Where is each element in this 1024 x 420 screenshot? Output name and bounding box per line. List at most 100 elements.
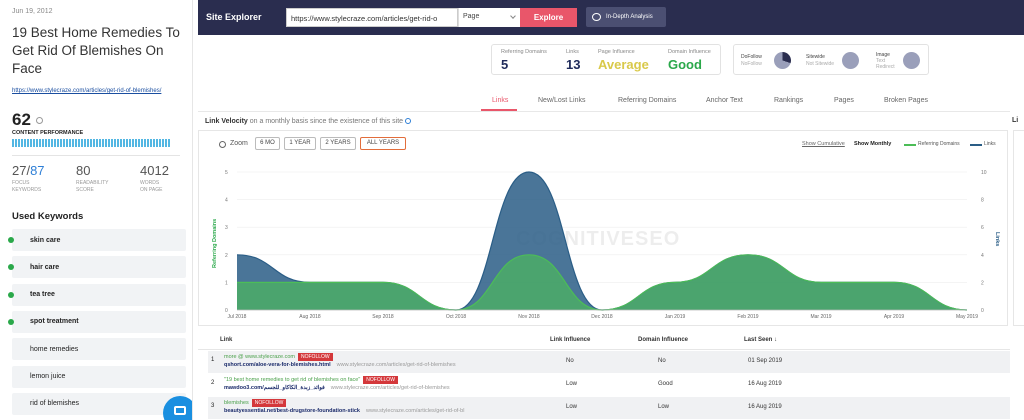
keyword-item[interactable]: tea tree bbox=[8, 283, 186, 306]
last-seen-cell: 16 Aug 2019 bbox=[748, 381, 782, 387]
in-depth-analysis-button[interactable]: In-Depth Analysis bbox=[586, 7, 666, 27]
keyword-item[interactable]: home remedies bbox=[12, 338, 186, 361]
col-last-seen[interactable]: Last Seen ↓ bbox=[744, 337, 778, 343]
x-tick-label: Sep 2018 bbox=[372, 314, 394, 320]
sitewide-legend: Sitewide Not Sitewide bbox=[806, 54, 835, 67]
domain-influence-cell: Good bbox=[658, 381, 673, 387]
source-link[interactable]: beautyessential.net/best-drugstore-found… bbox=[224, 408, 465, 414]
x-tick-label: Apr 2019 bbox=[884, 314, 905, 320]
x-tick-label: Feb 2019 bbox=[737, 314, 758, 320]
tab-new-lost-links[interactable]: New/Lost Links bbox=[538, 97, 586, 104]
content-performance-bar bbox=[12, 139, 170, 147]
y-tick-label: 5 bbox=[225, 170, 228, 176]
y2-tick-label: 6 bbox=[981, 225, 984, 231]
keyword-item[interactable]: spot treatment bbox=[8, 310, 186, 333]
keyword-item[interactable]: skin care bbox=[8, 229, 186, 251]
article-date: Jun 19, 2012 bbox=[12, 8, 53, 15]
article-url-link[interactable]: https://www.stylecraze.com/articles/get-… bbox=[12, 88, 162, 94]
zoom-1year-button[interactable]: 1 YEAR bbox=[284, 137, 316, 150]
target-url: www.stylecraze.com/articles/get-rid-of-b… bbox=[366, 408, 465, 414]
legend-swatch-referring bbox=[904, 144, 916, 146]
scope-select[interactable]: Page bbox=[458, 8, 520, 27]
table-row[interactable]: 2 "19 best home remedies to get rid of bl… bbox=[208, 374, 1010, 396]
show-cumulative-link[interactable]: Show Cumulative bbox=[802, 141, 845, 147]
used-keywords-heading: Used Keywords bbox=[12, 211, 84, 222]
zoom-6mo-button[interactable]: 6 MO bbox=[255, 137, 280, 150]
tab-bar: Links New/Lost Links Referring Domains A… bbox=[198, 96, 1024, 110]
last-seen-cell: 01 Sep 2019 bbox=[748, 358, 783, 364]
keyword-label: lemon juice bbox=[30, 373, 66, 380]
x-tick-label: May 2019 bbox=[956, 314, 978, 320]
table-row[interactable]: 3 blemishes NOFOLLOW beautyessential.net/be… bbox=[208, 397, 1010, 419]
links-value: 13 bbox=[566, 57, 581, 72]
keyword-label: spot treatment bbox=[30, 318, 79, 326]
x-tick-label: Nov 2018 bbox=[518, 314, 540, 320]
sitewide-pie-icon bbox=[842, 52, 859, 69]
right-panel-title: Li bbox=[1012, 117, 1019, 124]
tab-pages[interactable]: Pages bbox=[834, 97, 854, 104]
keyword-item[interactable]: rid of blemishes bbox=[12, 392, 186, 415]
source-link[interactable]: mawdoo3.com/فوائد_زبدة_الكاكاو_للجسم www.… bbox=[224, 385, 450, 391]
info-icon[interactable] bbox=[405, 118, 412, 125]
y-tick-label: 4 bbox=[225, 198, 228, 204]
readability-score-value: 80 bbox=[76, 163, 91, 178]
x-tick-label: Dec 2018 bbox=[591, 314, 613, 320]
info-icon[interactable] bbox=[36, 117, 43, 124]
tab-referring-domains[interactable]: Referring Domains bbox=[618, 97, 677, 104]
right-side-card bbox=[1013, 130, 1024, 326]
col-link[interactable]: Link bbox=[220, 337, 233, 343]
domain-influence-cell: No bbox=[658, 358, 666, 364]
chat-button[interactable] bbox=[163, 396, 192, 420]
y-tick-label: 2 bbox=[225, 253, 228, 259]
link-types-box: DoFollow NoFollow Sitewide Not Sitewide Im… bbox=[733, 44, 929, 75]
keyword-item[interactable]: lemon juice bbox=[12, 365, 186, 388]
link-influence-cell: No bbox=[566, 358, 574, 364]
tab-links[interactable]: Links bbox=[492, 97, 509, 104]
page-influence-label: Page Influence bbox=[598, 49, 635, 55]
legend-referring-domains[interactable]: Referring Domains bbox=[918, 141, 960, 147]
explore-button[interactable]: Explore bbox=[520, 8, 577, 27]
page-influence-value: Average bbox=[598, 57, 649, 72]
analysis-icon bbox=[592, 13, 601, 21]
tab-anchor-text[interactable]: Anchor Text bbox=[706, 97, 743, 104]
used-keyword-dot-icon bbox=[8, 237, 14, 243]
content-score: 62 bbox=[12, 110, 31, 129]
row-number: 1 bbox=[211, 357, 215, 363]
keyword-item[interactable]: hair care bbox=[8, 256, 186, 279]
link-influence-cell: Low bbox=[566, 381, 578, 387]
dofollow-legend: DoFollow NoFollow bbox=[741, 54, 762, 67]
link-velocity-heading: Link Velocity on a monthly basis since t… bbox=[205, 118, 412, 125]
y2-tick-label: 4 bbox=[981, 253, 984, 259]
keyword-label: skin care bbox=[30, 236, 61, 244]
legend-links[interactable]: Links bbox=[984, 141, 996, 147]
x-tick-label: Aug 2018 bbox=[299, 314, 321, 320]
y-tick-label: 3 bbox=[225, 225, 228, 231]
divider bbox=[198, 111, 1010, 112]
focus-keywords-label: FOCUS KEYWORDS bbox=[12, 180, 42, 193]
article-title: 19 Best Home Remedies To Get Rid Of Blem… bbox=[12, 25, 180, 76]
y2-tick-label: 2 bbox=[981, 280, 984, 286]
keyword-label: home remedies bbox=[30, 345, 79, 353]
tab-rankings[interactable]: Rankings bbox=[774, 97, 804, 104]
last-seen-cell: 16 Aug 2019 bbox=[748, 404, 782, 410]
col-domain-influence[interactable]: Domain Influence bbox=[638, 337, 689, 343]
table-row[interactable]: 1 more @ www.stylecraze.com NOFOLLOW qshort… bbox=[208, 351, 1010, 373]
referring-domains-label: Referring Domains bbox=[501, 49, 547, 55]
tab-broken-pages[interactable]: Broken Pages bbox=[884, 97, 928, 104]
x-tick-label: Mar 2019 bbox=[810, 314, 831, 320]
row-number: 3 bbox=[211, 403, 215, 409]
show-monthly-link[interactable]: Show Monthly bbox=[854, 141, 892, 147]
keyword-label: tea tree bbox=[30, 291, 55, 299]
y-tick-label: 0 bbox=[225, 308, 228, 314]
nofollow-badge: NOFOLLOW bbox=[251, 399, 287, 407]
focus-keywords-value: 27/87 bbox=[12, 163, 45, 178]
content-performance-label: CONTENT PERFORMANCE bbox=[12, 130, 84, 136]
zoom-all-years-button[interactable]: ALL YEARS bbox=[360, 137, 406, 150]
divider bbox=[12, 155, 180, 156]
sort-down-icon: ↓ bbox=[774, 337, 778, 343]
col-link-influence[interactable]: Link Influence bbox=[550, 337, 591, 343]
used-keyword-dot-icon bbox=[8, 264, 14, 271]
zoom-2years-button[interactable]: 2 YEARS bbox=[320, 137, 356, 150]
url-input[interactable]: https://www.stylecraze.com/articles/get-… bbox=[286, 8, 458, 27]
source-link[interactable]: qshort.com/aloe-vera-for-blemishes.html w… bbox=[224, 362, 456, 368]
